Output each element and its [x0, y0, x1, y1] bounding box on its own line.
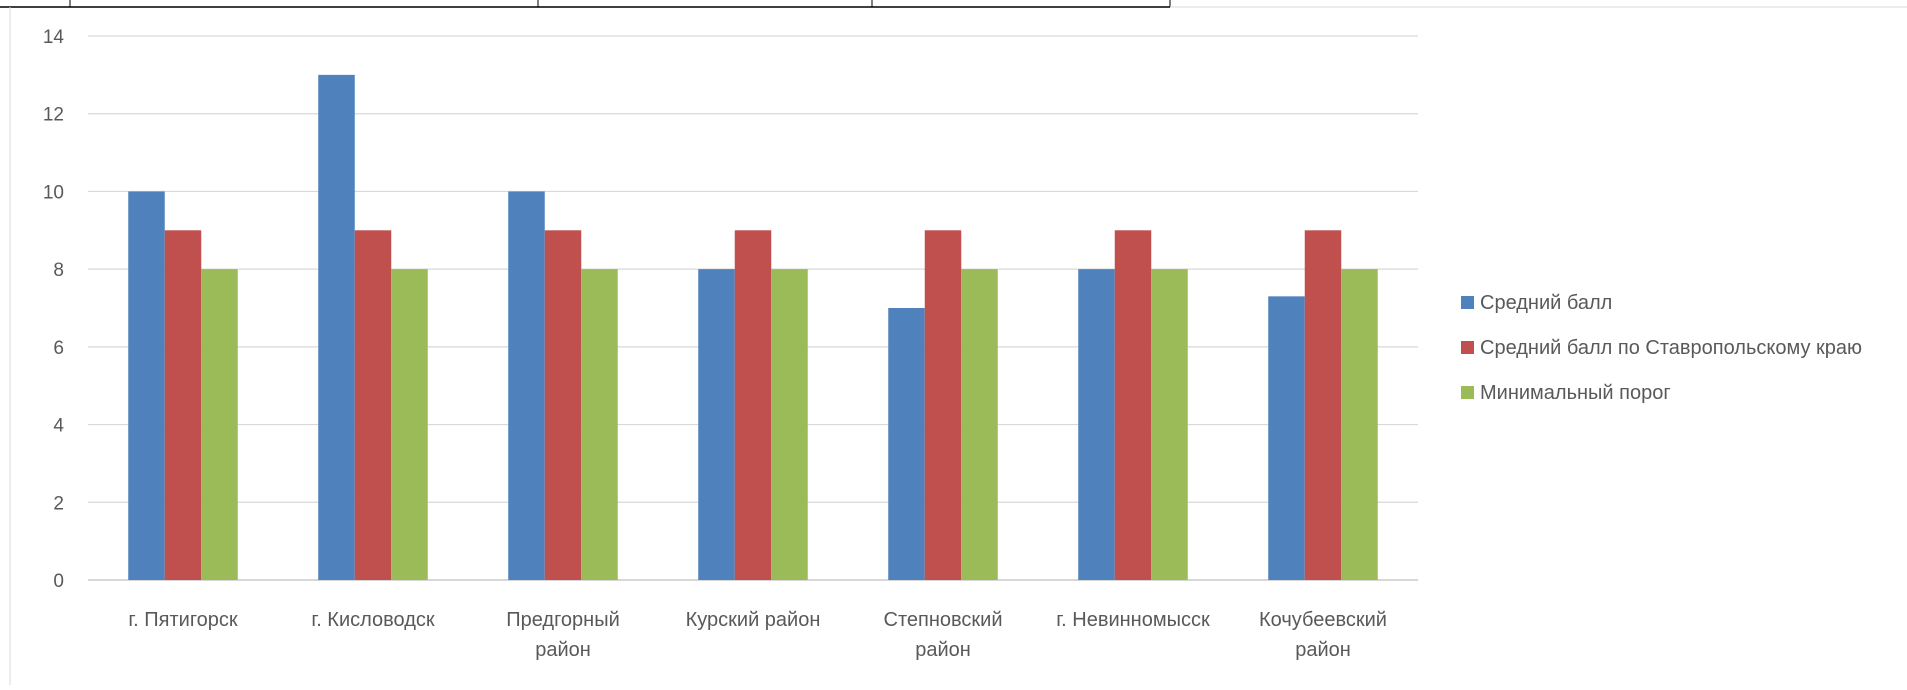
- x-tick-label: г. Пятигорск: [128, 609, 238, 631]
- legend-label: Средний балл по Ставропольскому краю: [1480, 337, 1862, 359]
- bar: [164, 230, 202, 581]
- bar: [734, 230, 772, 581]
- bar: [1304, 230, 1342, 581]
- y-tick-label: 10: [43, 182, 64, 203]
- bar: [201, 269, 238, 580]
- x-tick-label: г. Кисловодск: [311, 609, 435, 631]
- bars: [128, 74, 1378, 581]
- bar: [771, 269, 808, 580]
- bar: [354, 230, 392, 581]
- bar: [1078, 269, 1115, 580]
- bar: [1341, 269, 1378, 580]
- bar: [544, 230, 582, 581]
- bar: [391, 269, 428, 580]
- y-tick-label: 8: [53, 260, 64, 281]
- legend-swatch: [1461, 341, 1474, 354]
- legend: Средний балл Средний балл по Ставропольск…: [1461, 292, 1862, 404]
- x-tick-label: район: [535, 639, 591, 661]
- y-tick-label: 6: [53, 338, 64, 359]
- bar: [888, 308, 925, 580]
- bar: [1114, 230, 1152, 581]
- bar: [1268, 296, 1305, 580]
- x-tick-label: район: [1295, 639, 1351, 661]
- x-tick-label: Курский район: [686, 609, 821, 631]
- bar: [581, 269, 618, 580]
- y-tick-label: 14: [43, 27, 65, 48]
- x-axis: г. Пятигорск г. Кисловодск Предгорный район…: [128, 609, 1387, 661]
- legend-label: Средний балл: [1480, 292, 1612, 314]
- x-tick-label: Кочубеевский: [1259, 609, 1387, 631]
- x-tick-label: район: [915, 639, 971, 661]
- legend-label: Минимальный порог: [1480, 382, 1671, 404]
- bar: [318, 74, 355, 580]
- y-axis: 0 2 4 6 8 10 12 14: [43, 27, 65, 592]
- x-tick-label: г. Невинномысск: [1056, 609, 1210, 631]
- bar: [1151, 269, 1188, 580]
- y-tick-label: 12: [43, 105, 64, 126]
- bar: [924, 230, 962, 581]
- y-tick-label: 2: [53, 493, 64, 514]
- bar: [508, 191, 545, 580]
- bar: [128, 191, 165, 580]
- bar: [961, 269, 998, 580]
- y-tick-label: 0: [53, 571, 64, 592]
- legend-swatch: [1461, 386, 1474, 399]
- bar: [698, 269, 735, 580]
- x-tick-label: Степновский: [884, 609, 1003, 631]
- x-tick-label: Предгорный: [506, 609, 620, 631]
- legend-swatch: [1461, 296, 1474, 309]
- y-tick-label: 4: [53, 416, 64, 437]
